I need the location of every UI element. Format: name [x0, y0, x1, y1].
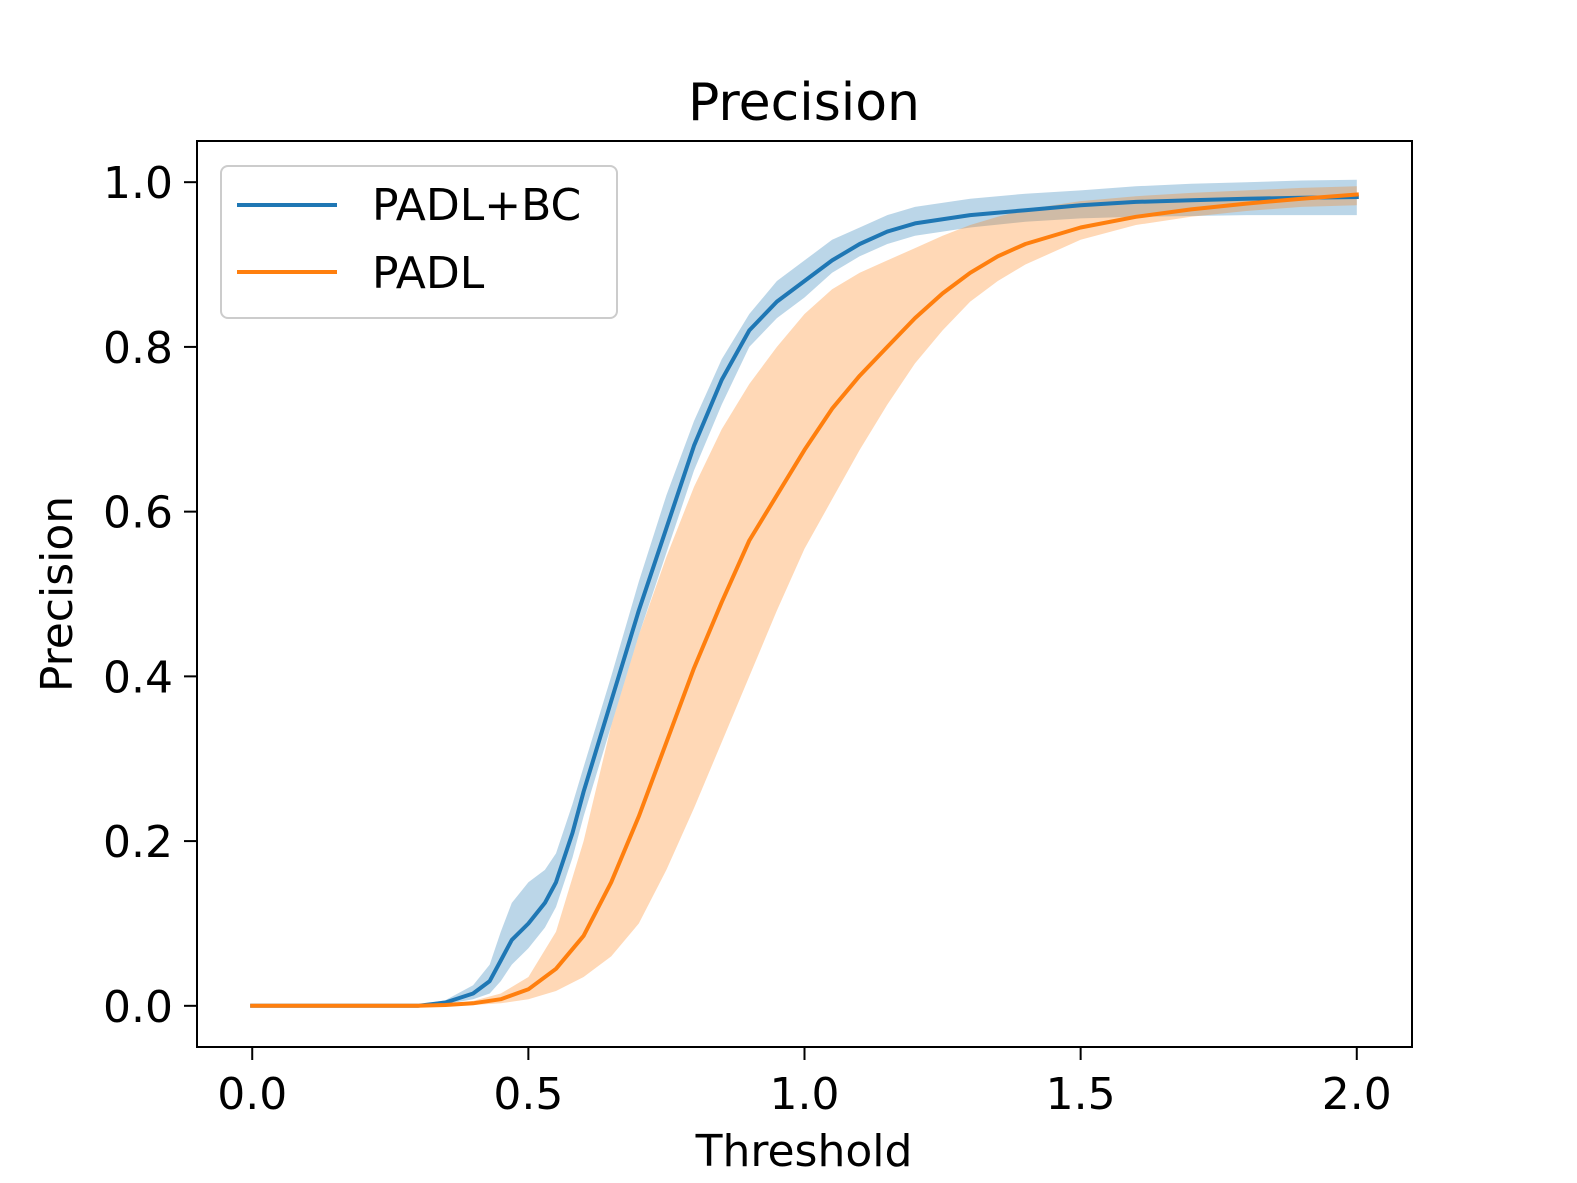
x-tick-label: 0.5: [493, 1069, 563, 1120]
y-tick-label: 0.8: [103, 323, 173, 374]
chart-title: Precision: [688, 73, 920, 133]
series-lines: [250, 192, 1359, 1008]
line-padl-bc: [250, 194, 1359, 1008]
legend-label-padl-bc: PADL+BC: [372, 180, 581, 231]
y-axis-ticks: 0.0 0.2 0.4 0.6 0.8 1.0: [103, 158, 197, 1033]
x-tick-label: 2.0: [1322, 1069, 1392, 1120]
legend-label-padl: PADL: [372, 248, 485, 299]
y-tick-label: 0.0: [103, 982, 173, 1033]
y-tick-label: 0.4: [103, 652, 173, 703]
y-tick-label: 1.0: [103, 158, 173, 209]
confidence-bands: [252, 179, 1357, 1006]
x-axis-label: Threshold: [695, 1126, 913, 1177]
x-tick-label: 0.0: [217, 1069, 287, 1120]
band-padl: [252, 186, 1357, 1006]
y-axis-label: Precision: [32, 496, 83, 692]
x-tick-label: 1.0: [770, 1069, 840, 1120]
x-tick-label: 1.5: [1046, 1069, 1116, 1120]
line-padl: [250, 192, 1359, 1008]
x-axis-ticks: 0.0 0.5 1.0 1.5 2.0: [217, 1047, 1392, 1120]
y-tick-label: 0.6: [103, 488, 173, 539]
legend: PADL+BC PADL: [220, 165, 618, 319]
y-tick-label: 0.2: [103, 817, 173, 868]
